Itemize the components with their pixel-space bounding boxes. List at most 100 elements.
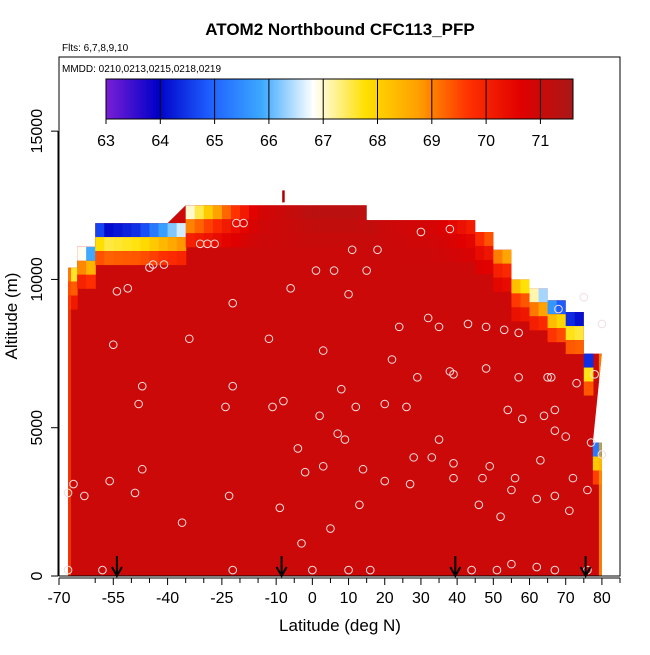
sample-point: [228, 565, 238, 575]
curtain-cell: [230, 233, 241, 248]
curtain-cell: [267, 233, 277, 248]
curtain-cell: [339, 205, 350, 220]
curtain-cell: [375, 234, 386, 249]
sample-point: [333, 429, 342, 438]
sample-point: [318, 461, 328, 471]
curtain-cell: [583, 353, 594, 368]
sample-point: [427, 453, 437, 462]
curtain-cell: [249, 219, 259, 234]
sample-point: [210, 239, 219, 249]
curtain-cell: [239, 233, 250, 248]
curtain-cell: [221, 233, 232, 248]
sample-point: [405, 479, 415, 489]
curtain-cell: [131, 237, 142, 252]
dates-label: MMDD: 0210,0213,0215,0218,0219: [62, 64, 221, 75]
curtain-cell: [565, 312, 576, 327]
curtain-cell: [113, 251, 123, 266]
curtain-cell: [321, 233, 332, 248]
sample-point: [224, 491, 234, 501]
sample-point: [416, 227, 426, 237]
curtain-cell: [104, 223, 114, 238]
curtain-cell: [402, 248, 413, 263]
curtain-cell: [348, 233, 359, 248]
curtain-cell: [420, 220, 431, 235]
curtain-cell: [466, 234, 476, 249]
curtain-cell: [357, 219, 368, 234]
curtain-cell: [439, 234, 449, 249]
curtain-cell: [104, 237, 114, 252]
curtain-cell: [520, 293, 531, 308]
curtain-cell: [484, 231, 494, 246]
curtain-cell: [538, 288, 549, 303]
curtain-cell: [366, 234, 377, 249]
curtain-cell: [330, 205, 341, 220]
curtain-cell: [529, 316, 540, 331]
sample-point: [554, 304, 563, 314]
curtain-cell: [176, 237, 187, 252]
sample-point: [355, 500, 364, 510]
chart-title: ATOM2 Northbound CFC113_PFP: [205, 20, 475, 39]
curtain-cell: [475, 245, 485, 260]
curtain-cell: [420, 234, 431, 249]
x-tick-label: 80: [593, 590, 611, 607]
curtain-cell: [411, 234, 422, 249]
curtain-cell: [221, 205, 232, 220]
sample-point: [358, 464, 368, 474]
sample-point: [318, 346, 328, 355]
sample-point: [514, 328, 523, 338]
sample-point: [485, 461, 495, 471]
curtain-cell: [312, 233, 323, 248]
sample-point: [568, 473, 578, 483]
curtain-cell: [230, 205, 241, 220]
sample-point: [423, 313, 433, 323]
curtain-cell: [511, 279, 522, 294]
x-axis-label: Latitude (deg N): [279, 616, 401, 635]
sample-point: [492, 565, 502, 575]
x-tick-label: 10: [340, 590, 358, 607]
curtain-cell: [176, 251, 187, 266]
curtain-cell: [167, 237, 178, 252]
curtain-cell: [583, 367, 594, 382]
colorbar-tick-label: 70: [477, 133, 495, 150]
sample-point: [543, 372, 552, 382]
curtain-cell: [104, 251, 114, 266]
sample-point: [326, 524, 335, 533]
curtain-cell: [230, 219, 241, 234]
curtain-cell: [149, 251, 160, 266]
sample-points: [63, 218, 607, 575]
sample-point: [434, 322, 444, 332]
curtain-cell: [212, 219, 223, 234]
curtain-cell: [185, 233, 196, 248]
x-tick-label: 70: [557, 590, 575, 607]
colorbar-tick-label: 63: [97, 133, 115, 150]
curtain-cell: [68, 281, 78, 296]
curtain-cell: [466, 248, 476, 263]
curtain-cell: [95, 237, 105, 252]
curtain-cell: [529, 288, 540, 303]
curtain-cell: [592, 442, 602, 457]
x-ticks: -70 -55 -40 -25 -10 0 10 20 30 40 50 60 70 80: [47, 578, 621, 607]
curtain-cell: [167, 251, 178, 266]
curtain-cell: [113, 223, 123, 238]
curtain-cell: [502, 249, 513, 264]
curtain-cell: [457, 234, 467, 249]
y-tick-label: 0: [29, 571, 46, 580]
sample-point: [449, 459, 458, 468]
curtain-cell: [122, 237, 132, 252]
sample-point: [184, 334, 194, 344]
curtain-cell: [520, 307, 531, 322]
sample-point: [496, 512, 505, 521]
curtain-cell: [158, 223, 169, 238]
curtain-cell: [547, 314, 558, 329]
sample-point: [344, 565, 353, 575]
curtain-cell: [303, 233, 313, 248]
y-axis: 0 5000 10000 15000: [29, 109, 59, 580]
curtain-cell: [439, 248, 449, 263]
sample-point: [565, 506, 574, 516]
curtain-cell: [393, 220, 404, 235]
curtain-cell: [439, 220, 449, 235]
sample-point: [434, 435, 444, 444]
sample-point: [123, 284, 133, 293]
curtain-cell: [574, 340, 585, 355]
